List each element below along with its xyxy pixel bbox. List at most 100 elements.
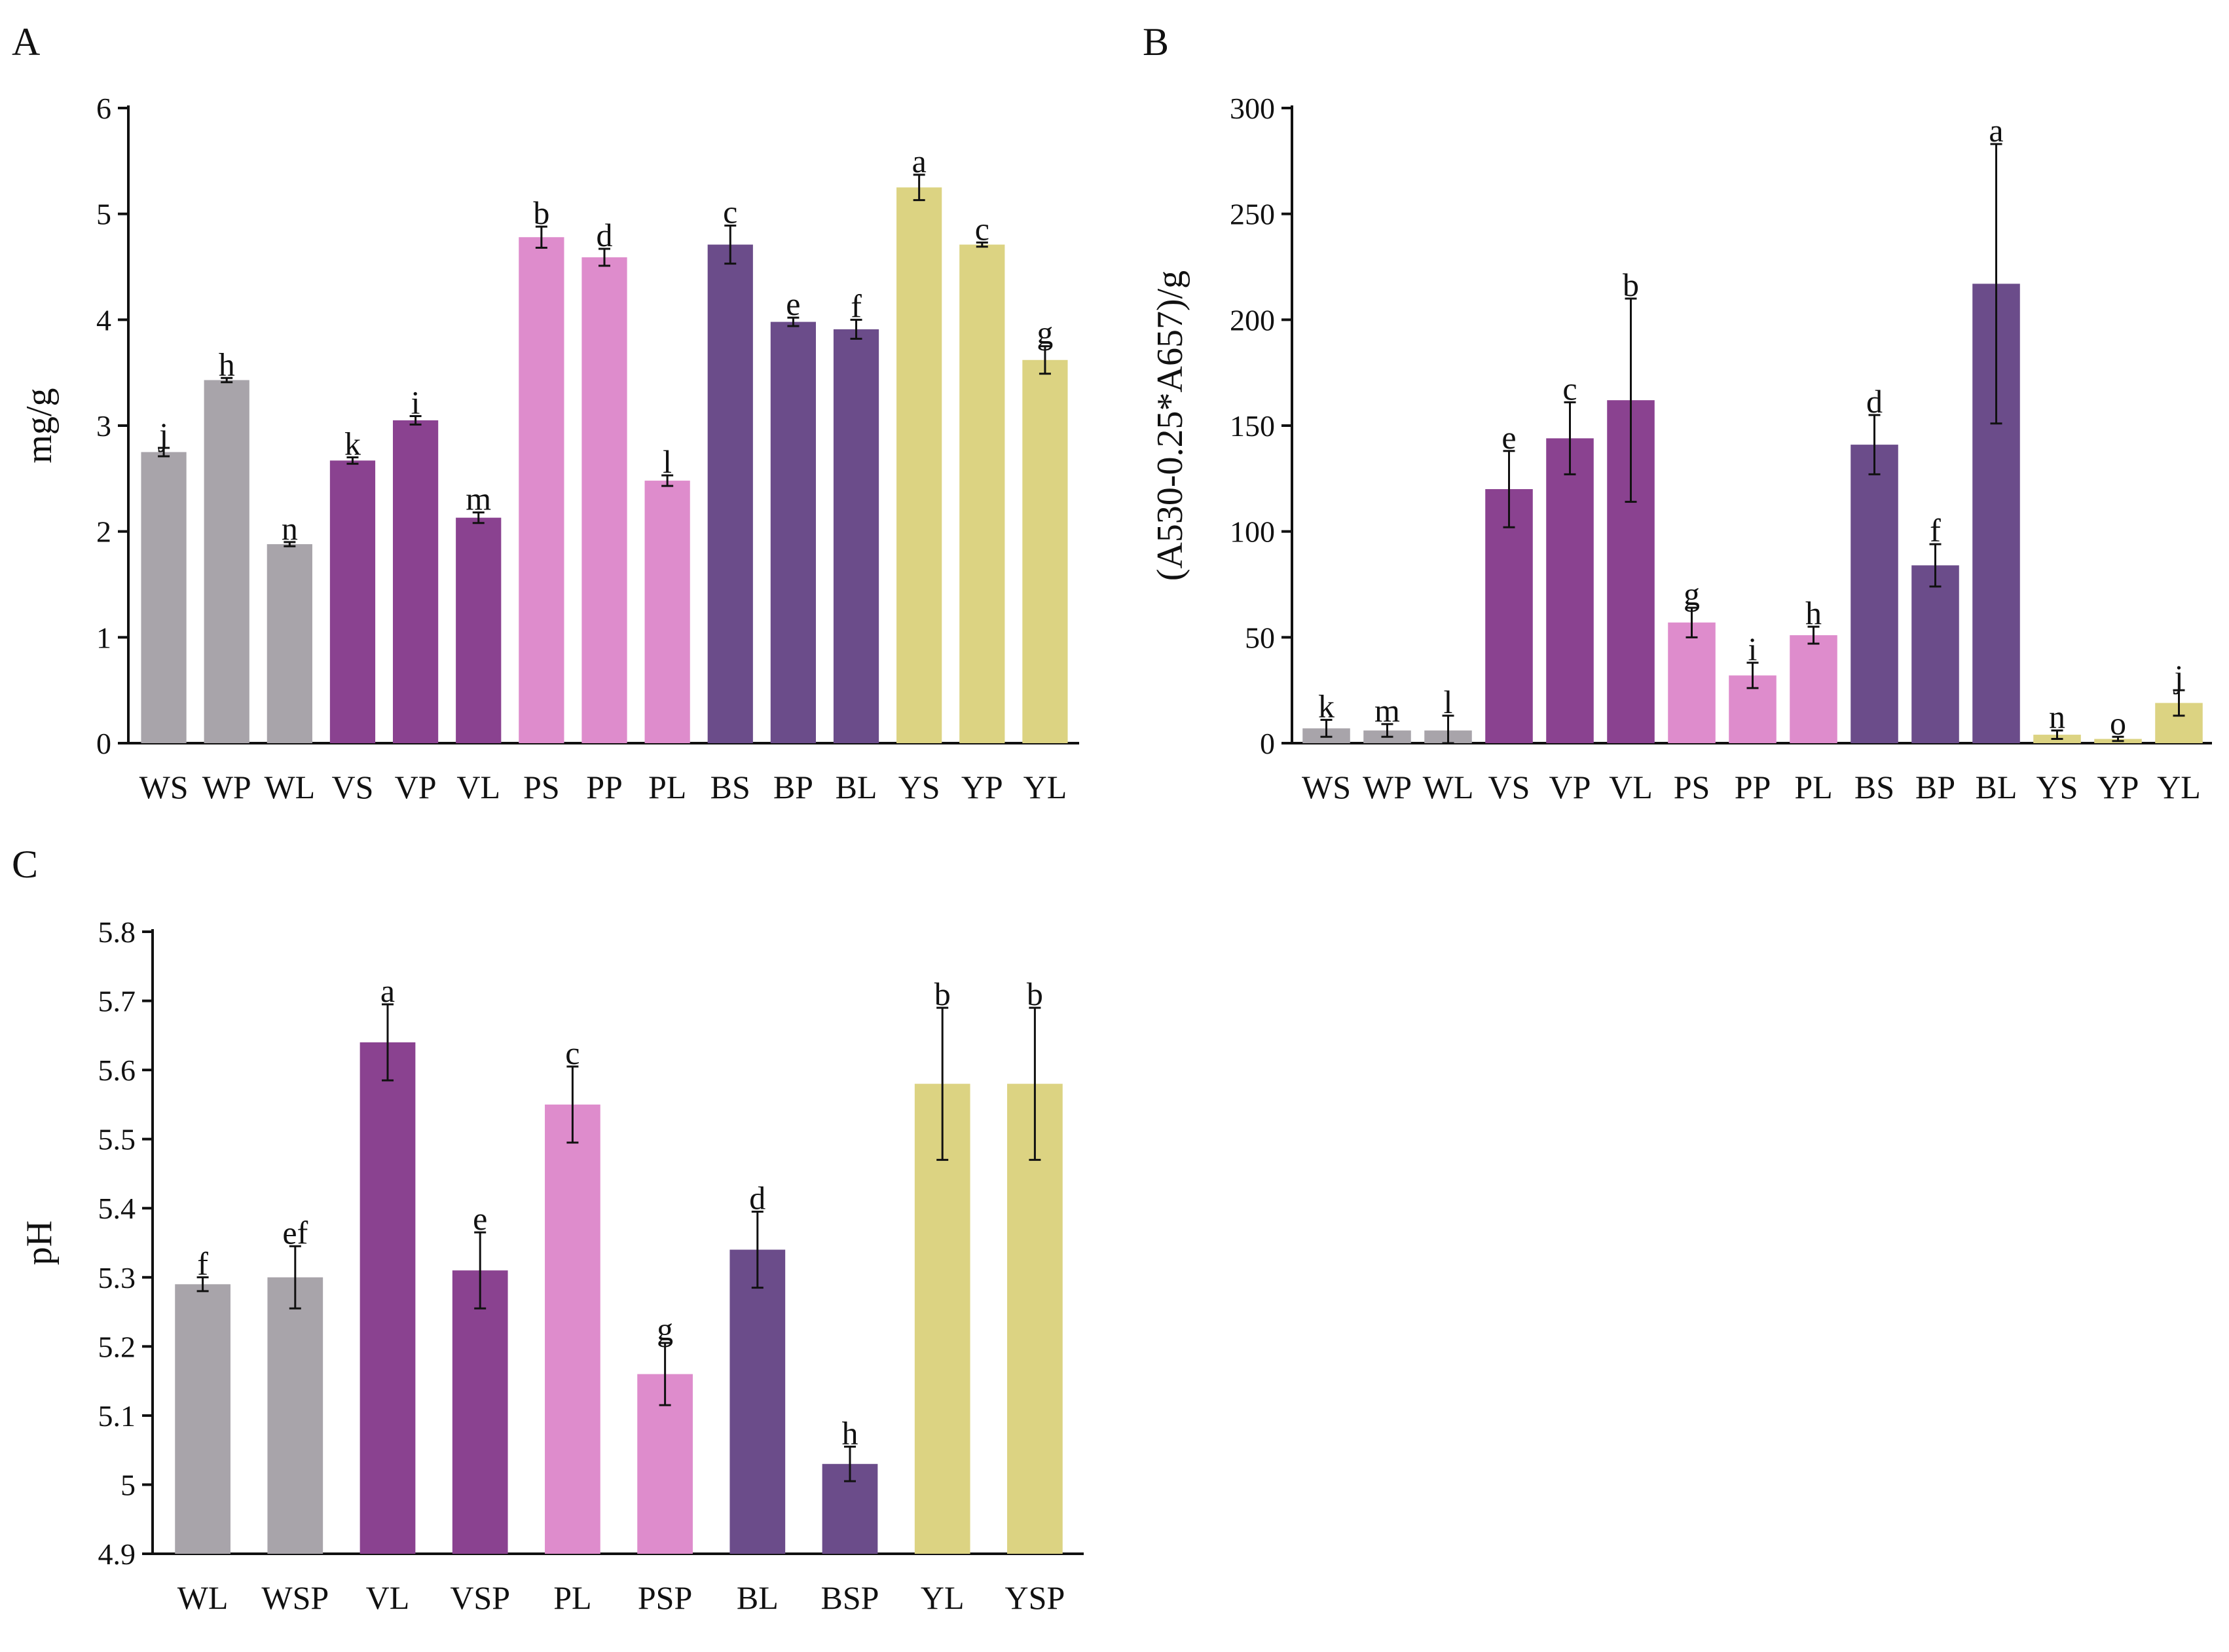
significance-letter: h <box>842 1414 858 1451</box>
y-tick-label: 5 <box>96 198 111 231</box>
bar-ys <box>896 187 942 743</box>
category-label: PP <box>586 769 623 805</box>
y-axis-title: mg/g <box>19 388 60 463</box>
significance-letter: f <box>1930 512 1941 549</box>
category-label: BSP <box>821 1579 879 1616</box>
category-label: PS <box>1674 769 1710 805</box>
category-label: BS <box>1854 769 1894 805</box>
significance-letter: b <box>934 976 951 1012</box>
category-label: WP <box>202 769 251 805</box>
category-label: VSP <box>450 1579 510 1616</box>
category-label: BP <box>773 769 813 805</box>
chart-a: 0 1 2 3 4 5 6 mg/g j WS h WP n WL k VS i VP m VL b PS d PP l PL c B… <box>19 92 1079 805</box>
significance-letter: c <box>1562 370 1577 407</box>
category-label: VS <box>1488 769 1530 805</box>
bar-bp <box>770 321 817 744</box>
y-tick-label: 3 <box>96 409 111 443</box>
y-tick-label: 4 <box>96 303 111 337</box>
significance-letter: h <box>219 346 235 382</box>
category-label: YL <box>2157 769 2201 805</box>
bar-ps <box>1668 622 1716 743</box>
significance-letter: c <box>723 193 737 230</box>
category-label: YP <box>2097 769 2139 805</box>
significance-letter: k <box>1318 688 1335 724</box>
significance-letter: a <box>1989 112 2003 149</box>
y-tick-label: 5.7 <box>98 985 136 1018</box>
bar-ysp <box>1007 1084 1063 1554</box>
significance-letter: i <box>1748 631 1758 667</box>
significance-letter: j <box>158 416 168 452</box>
category-label: VS <box>332 769 374 805</box>
bar-vs <box>1485 489 1533 743</box>
category-label: YP <box>961 769 1003 805</box>
y-tick-label: 0 <box>96 727 111 760</box>
y-tick-label: 2 <box>96 515 111 549</box>
category-label: YSP <box>1005 1579 1065 1616</box>
significance-letter: j <box>2173 658 2184 695</box>
significance-letter: ef <box>282 1214 308 1251</box>
category-label: WS <box>139 769 189 805</box>
y-tick-label: 5.8 <box>98 915 136 949</box>
category-label: PL <box>1794 769 1832 805</box>
y-tick-label: 1 <box>96 621 111 654</box>
y-tick-label: 150 <box>1230 409 1275 443</box>
bar-wl <box>175 1284 230 1554</box>
bar-vl <box>456 517 502 743</box>
significance-letter: e <box>786 285 800 322</box>
significance-letter: l <box>1444 684 1453 720</box>
y-tick-label: 5.6 <box>98 1054 136 1087</box>
significance-letter: m <box>466 481 491 517</box>
bar-yp <box>959 244 1005 743</box>
bar-wp <box>204 380 249 743</box>
significance-letter: d <box>1866 383 1883 420</box>
chart-c: 4.9 5 5.1 5.2 5.3 5.4 5.5 5.6 5.7 5.8 pH f WL ef WSP a V… <box>19 915 1084 1616</box>
category-label: PSP <box>638 1579 692 1616</box>
category-label: WSP <box>261 1579 329 1616</box>
bar-wl <box>267 544 312 743</box>
y-tick-label: 6 <box>96 92 111 125</box>
category-label: BL <box>1976 769 2017 805</box>
panel-label-b: B <box>1143 20 1169 64</box>
bar-bs <box>1851 445 1898 743</box>
category-label: BS <box>710 769 750 805</box>
significance-letter: l <box>663 443 672 480</box>
category-label: VP <box>1549 769 1591 805</box>
significance-letter: d <box>597 217 613 253</box>
category-label: PP <box>1735 769 1771 805</box>
significance-letter: f <box>197 1245 208 1282</box>
bar-bl <box>729 1249 786 1554</box>
category-label: BL <box>737 1579 779 1616</box>
bar-bs <box>707 244 753 743</box>
y-tick-label: 300 <box>1230 92 1275 125</box>
bar-vs <box>329 460 376 743</box>
category-label: BP <box>1915 769 1955 805</box>
y-tick-label: 5.4 <box>98 1192 136 1225</box>
bar-ps <box>519 237 564 743</box>
category-label: WP <box>1363 769 1412 805</box>
bar-ws <box>141 452 187 743</box>
significance-letter: k <box>344 426 361 462</box>
panel-label-a: A <box>12 20 40 64</box>
significance-letter: g <box>657 1311 673 1348</box>
category-label: YS <box>898 769 940 805</box>
significance-letter: m <box>1374 692 1400 729</box>
y-tick-label: 5.3 <box>98 1261 136 1294</box>
bar-pl <box>644 481 690 743</box>
y-axis-title: pH <box>19 1221 60 1265</box>
category-label: VL <box>456 769 500 805</box>
chart-b: 0 50 100 150 200 250 300 (A530-0.25*A657)/g k WS m… <box>1150 92 2212 805</box>
significance-letter: e <box>1501 419 1516 456</box>
y-tick-label: 50 <box>1245 621 1275 654</box>
panel-label-c: C <box>12 843 38 886</box>
significance-letter: c <box>565 1035 580 1071</box>
category-label: PL <box>648 769 686 805</box>
bar-vp <box>392 420 439 743</box>
bar-yl <box>1022 359 1068 743</box>
significance-letter: f <box>851 287 862 324</box>
significance-letter: g <box>1684 576 1700 612</box>
bar-vp <box>1546 438 1594 743</box>
significance-letter: a <box>380 972 395 1009</box>
bar-yl <box>914 1084 970 1554</box>
significance-letter: o <box>2110 705 2126 741</box>
significance-letter: b <box>1027 976 1043 1012</box>
